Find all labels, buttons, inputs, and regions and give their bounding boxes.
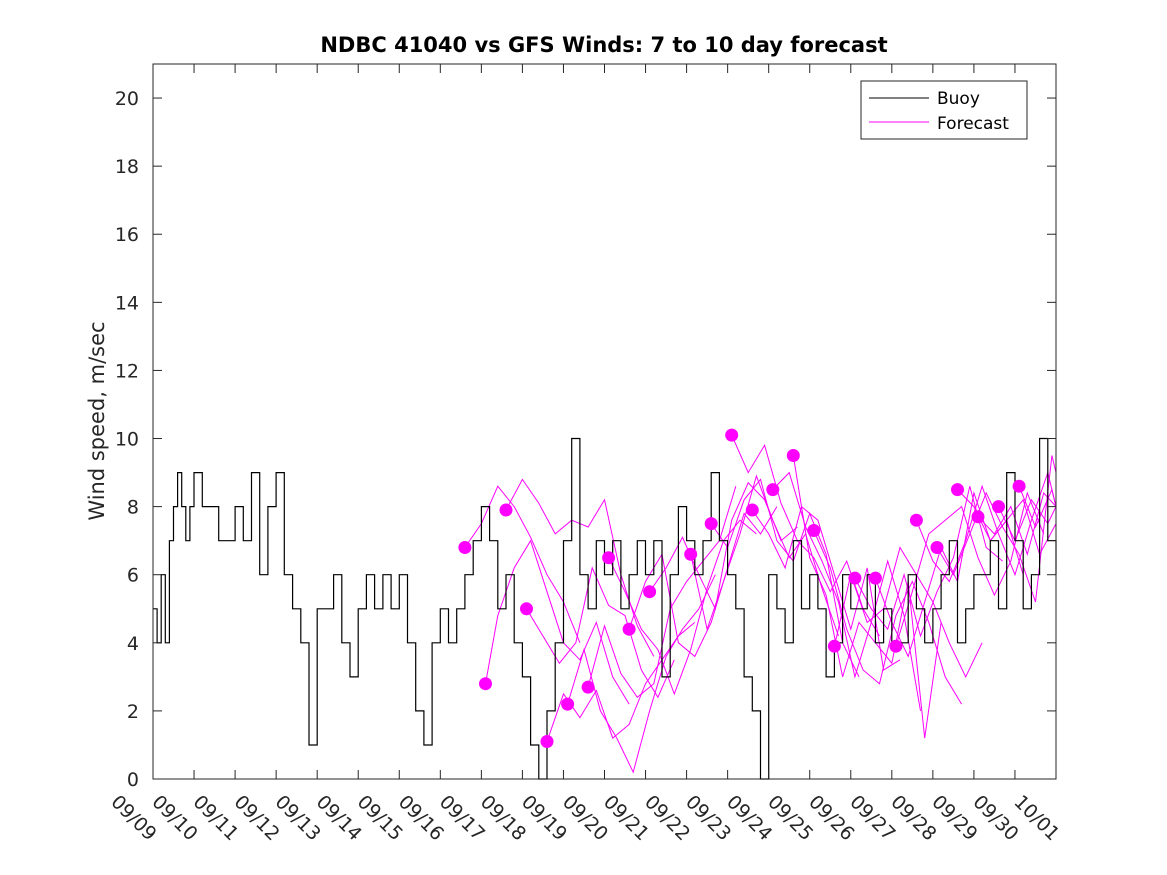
x-tick-label: 09/25 bbox=[763, 791, 817, 845]
y-tick-label: 4 bbox=[127, 633, 139, 655]
x-tick-label: 09/30 bbox=[968, 791, 1022, 845]
forecast-marker bbox=[643, 585, 657, 599]
forecast-marker bbox=[520, 602, 533, 616]
forecast-marker bbox=[786, 449, 800, 462]
forecast-marker bbox=[766, 483, 780, 497]
x-tick-label: 09/22 bbox=[640, 791, 694, 845]
buoy-line bbox=[153, 437, 1057, 780]
forecast-marker bbox=[540, 735, 554, 748]
y-axis-label: Wind speed, m/sec bbox=[85, 321, 109, 520]
legend-buoy-label: Buoy bbox=[937, 89, 980, 109]
x-tick-label: 09/21 bbox=[599, 791, 653, 845]
x-tick-label: 09/20 bbox=[558, 791, 612, 845]
y-axis: 0 2 4 6 8 10 12 14 16 18 20 bbox=[115, 88, 1056, 791]
forecast-marker bbox=[725, 428, 739, 442]
x-tick-label: 09/27 bbox=[845, 791, 899, 845]
forecast-line bbox=[690, 474, 839, 637]
forecast-marker bbox=[848, 571, 862, 585]
y-tick-label: 14 bbox=[115, 292, 139, 314]
forecast-line bbox=[567, 574, 716, 774]
legend-forecast-label: Forecast bbox=[937, 114, 1009, 134]
forecast-line bbox=[485, 539, 630, 705]
x-tick-label: 09/19 bbox=[517, 791, 571, 845]
forecast-line bbox=[526, 566, 675, 699]
forecast-marker bbox=[951, 483, 964, 497]
x-tick-label: 09/12 bbox=[230, 791, 284, 845]
y-tick-label: 10 bbox=[115, 429, 139, 451]
x-axis: 09/0909/1009/1109/1209/1309/1409/1509/16… bbox=[106, 64, 1064, 845]
legend: Buoy Forecast bbox=[860, 80, 1028, 140]
forecast-marker bbox=[930, 541, 944, 554]
forecast-marker bbox=[868, 571, 882, 585]
forecast-marker bbox=[971, 510, 985, 524]
x-tick-label: 09/18 bbox=[476, 791, 530, 845]
forecast-marker bbox=[602, 551, 616, 565]
forecast-line bbox=[649, 481, 798, 611]
forecast-line bbox=[772, 471, 921, 711]
x-tick-label: 09/15 bbox=[353, 791, 407, 845]
forecast-marker bbox=[458, 541, 472, 554]
forecast-marker bbox=[561, 697, 575, 711]
y-tick-label: 0 bbox=[127, 769, 139, 791]
y-tick-label: 8 bbox=[127, 497, 139, 519]
x-tick-label: 09/16 bbox=[394, 791, 448, 845]
x-tick-label: 09/17 bbox=[435, 791, 489, 845]
x-tick-label: 09/13 bbox=[271, 791, 325, 845]
forecast-line bbox=[895, 491, 1045, 647]
forecast-marker bbox=[684, 547, 698, 561]
forecast-line bbox=[813, 530, 963, 705]
x-tick-label: 09/24 bbox=[722, 791, 776, 845]
y-tick-label: 2 bbox=[127, 701, 139, 723]
forecast-line bbox=[464, 485, 581, 643]
forecast-marker bbox=[745, 503, 759, 517]
forecast-marker bbox=[889, 639, 903, 653]
x-tick-label: 09/29 bbox=[927, 791, 981, 845]
forecast-line bbox=[1018, 486, 1057, 529]
plot-area bbox=[153, 428, 1057, 780]
forecast-marker bbox=[992, 500, 1005, 514]
forecast-marker bbox=[909, 513, 923, 527]
x-tick-label: 09/28 bbox=[886, 791, 940, 845]
x-tick-label: 09/26 bbox=[804, 791, 858, 845]
x-tick-label: 09/14 bbox=[312, 791, 366, 845]
y-tick-label: 16 bbox=[115, 224, 139, 246]
x-tick-label: 10/01 bbox=[1009, 791, 1063, 845]
forecast-marker bbox=[704, 517, 718, 531]
forecast-line bbox=[833, 546, 983, 679]
x-tick-label: 09/23 bbox=[681, 791, 735, 845]
forecast-line bbox=[998, 498, 1057, 542]
forecast-marker bbox=[622, 622, 636, 636]
forecast-marker bbox=[581, 680, 595, 694]
x-tick-label: 09/11 bbox=[189, 791, 243, 845]
forecast-line bbox=[710, 478, 860, 678]
forecast-marker bbox=[499, 503, 513, 517]
axes-frame bbox=[152, 63, 1057, 780]
forecast-line bbox=[628, 506, 778, 658]
y-tick-label: 6 bbox=[127, 565, 139, 587]
forecast-line bbox=[731, 434, 880, 637]
forecast-marker bbox=[827, 639, 841, 653]
y-tick-label: 12 bbox=[115, 360, 139, 382]
forecast-marker bbox=[807, 524, 821, 537]
forecast-line bbox=[936, 455, 1057, 603]
x-tick-label: 09/10 bbox=[148, 791, 202, 845]
y-tick-label: 18 bbox=[115, 156, 139, 178]
forecast-marker bbox=[479, 677, 492, 691]
forecast-marker bbox=[1012, 479, 1026, 493]
y-tick-label: 20 bbox=[115, 88, 139, 110]
legend-box bbox=[860, 80, 1028, 140]
x-tick-label: 09/09 bbox=[106, 791, 160, 845]
forecast-line bbox=[546, 622, 696, 742]
chart-title: NDBC 41040 vs GFS Winds: 7 to 10 day for… bbox=[320, 33, 887, 57]
forecast-line bbox=[608, 519, 757, 696]
